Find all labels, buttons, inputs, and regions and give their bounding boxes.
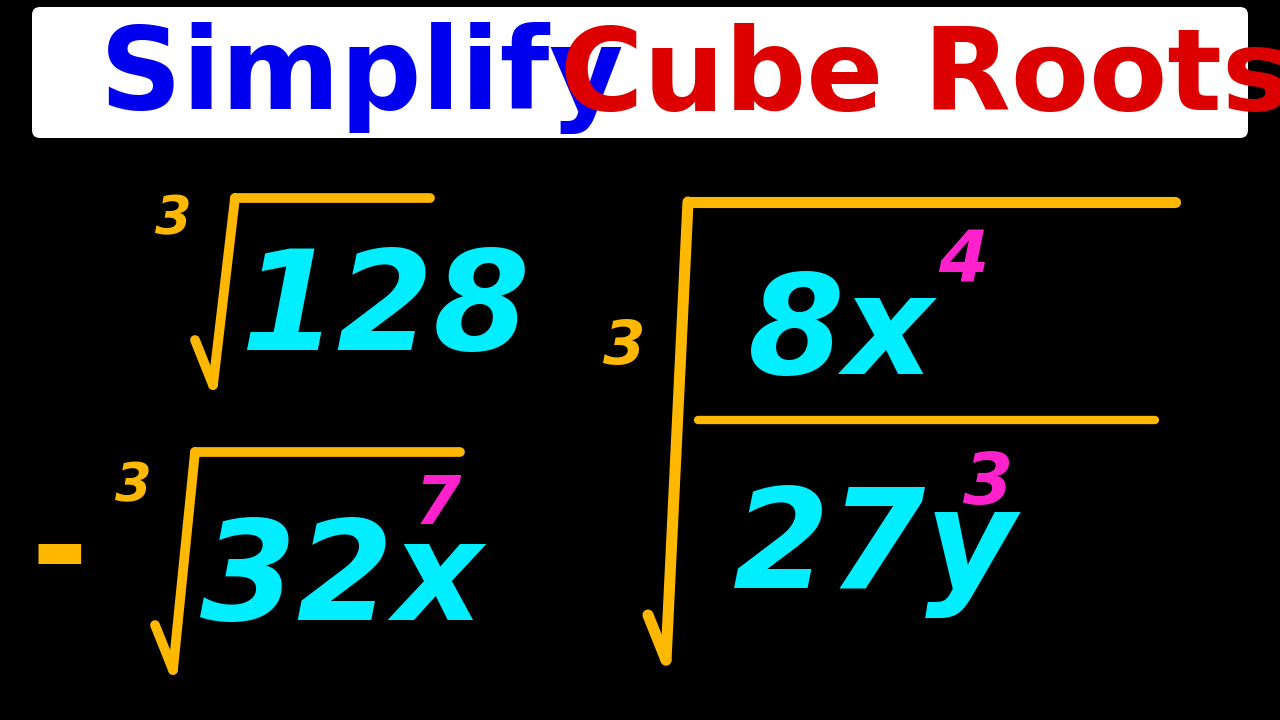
Text: -: - [29,487,87,623]
Text: 3: 3 [603,318,645,377]
Text: 8x: 8x [748,269,934,403]
Text: 3: 3 [155,193,192,245]
Text: 27y: 27y [733,482,1016,618]
Text: Cube Roots: Cube Roots [561,22,1280,133]
Text: 3: 3 [115,460,152,512]
Text: Simplify: Simplify [100,22,663,134]
Text: 128: 128 [241,244,530,379]
FancyBboxPatch shape [32,7,1248,138]
Text: 32x: 32x [200,513,483,649]
Text: 4: 4 [938,227,988,296]
Text: 3: 3 [963,450,1014,519]
Text: 7: 7 [415,472,461,538]
